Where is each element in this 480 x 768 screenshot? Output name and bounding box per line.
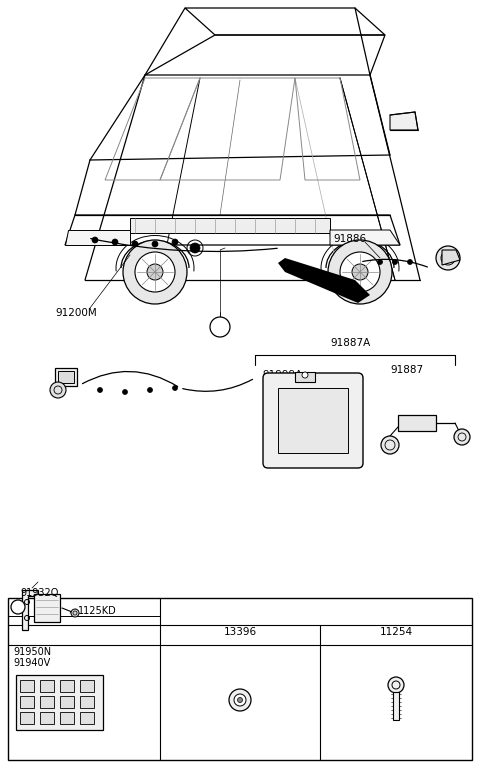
Bar xyxy=(55,368,77,386)
Bar xyxy=(58,371,74,383)
Text: a: a xyxy=(213,322,219,332)
Text: 91200M: 91200M xyxy=(55,308,97,318)
Bar xyxy=(80,680,94,692)
Text: a: a xyxy=(12,602,18,611)
Text: 91887A: 91887A xyxy=(330,338,370,348)
Circle shape xyxy=(71,609,79,617)
Circle shape xyxy=(135,252,175,292)
Circle shape xyxy=(381,436,399,454)
Bar xyxy=(278,388,348,453)
Circle shape xyxy=(132,241,138,247)
Circle shape xyxy=(454,429,470,445)
Circle shape xyxy=(112,239,118,245)
Bar xyxy=(40,680,54,692)
Circle shape xyxy=(234,694,246,706)
Text: 91999A: 91999A xyxy=(262,370,302,380)
Circle shape xyxy=(97,388,103,392)
Circle shape xyxy=(147,264,163,280)
Text: 1125KD: 1125KD xyxy=(78,606,117,616)
Bar xyxy=(40,696,54,708)
Circle shape xyxy=(393,260,397,264)
Polygon shape xyxy=(22,590,38,630)
Bar xyxy=(20,696,34,708)
Bar xyxy=(295,372,315,382)
Circle shape xyxy=(340,252,380,292)
Bar xyxy=(393,692,399,720)
Circle shape xyxy=(50,382,66,398)
Circle shape xyxy=(172,239,178,245)
Polygon shape xyxy=(330,230,400,245)
Text: 91940V: 91940V xyxy=(13,658,50,668)
Circle shape xyxy=(352,264,368,280)
Bar xyxy=(20,712,34,724)
Circle shape xyxy=(302,372,308,378)
Text: 91887: 91887 xyxy=(390,365,423,375)
Circle shape xyxy=(152,241,158,247)
Circle shape xyxy=(123,240,187,304)
Circle shape xyxy=(11,600,25,614)
Circle shape xyxy=(147,388,153,392)
Polygon shape xyxy=(390,112,418,130)
Circle shape xyxy=(441,251,455,265)
Bar xyxy=(60,712,74,724)
Text: 11254: 11254 xyxy=(379,627,413,637)
Polygon shape xyxy=(34,594,60,622)
Bar xyxy=(8,598,472,760)
Circle shape xyxy=(210,317,230,337)
Circle shape xyxy=(388,677,404,693)
Circle shape xyxy=(190,243,200,253)
Bar xyxy=(80,696,94,708)
FancyBboxPatch shape xyxy=(263,373,363,468)
Circle shape xyxy=(328,240,392,304)
Circle shape xyxy=(172,386,178,390)
Circle shape xyxy=(122,389,128,395)
Circle shape xyxy=(229,689,251,711)
Circle shape xyxy=(92,237,98,243)
Text: 91886: 91886 xyxy=(333,234,366,244)
Text: 91932Q: 91932Q xyxy=(20,588,59,598)
Circle shape xyxy=(408,260,412,264)
Circle shape xyxy=(377,260,383,264)
Text: 13396: 13396 xyxy=(223,627,257,637)
Bar xyxy=(60,696,74,708)
Polygon shape xyxy=(16,675,103,730)
Bar xyxy=(40,712,54,724)
Bar xyxy=(80,712,94,724)
Circle shape xyxy=(436,246,460,270)
Circle shape xyxy=(238,697,242,703)
Bar xyxy=(20,680,34,692)
Polygon shape xyxy=(65,230,130,245)
Polygon shape xyxy=(278,258,370,303)
Polygon shape xyxy=(442,250,460,265)
Text: 91950N: 91950N xyxy=(13,647,51,657)
Bar xyxy=(398,415,436,431)
Bar xyxy=(130,218,330,233)
Bar xyxy=(60,680,74,692)
